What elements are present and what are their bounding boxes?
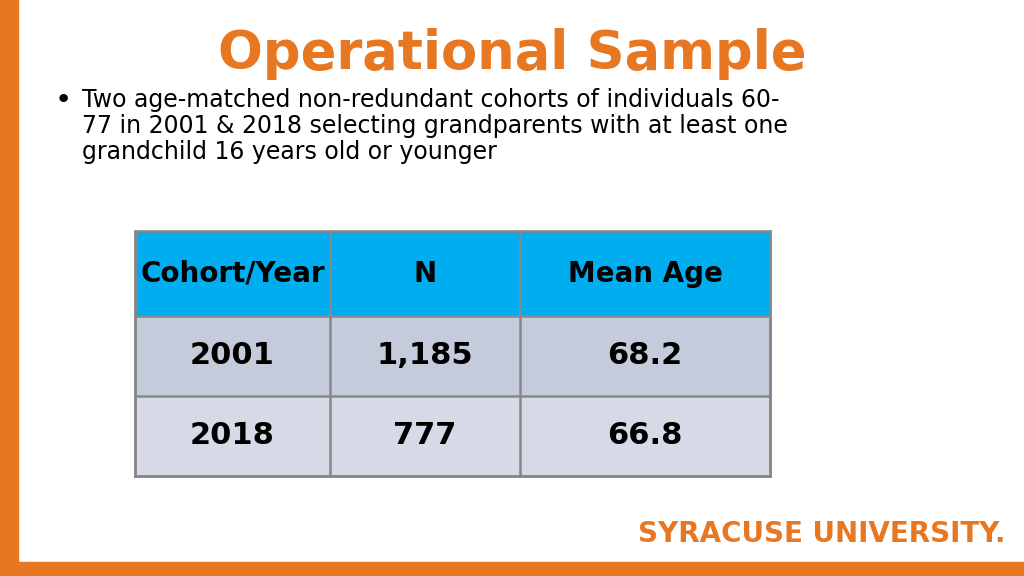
Text: Cohort/Year: Cohort/Year xyxy=(140,260,325,287)
Bar xyxy=(0,562,1024,576)
Bar xyxy=(135,396,330,476)
Text: Operational Sample: Operational Sample xyxy=(218,28,806,80)
Text: 68.2: 68.2 xyxy=(607,342,683,370)
Text: 66.8: 66.8 xyxy=(607,422,683,450)
Text: Two age-matched non-redundant cohorts of individuals 60-: Two age-matched non-redundant cohorts of… xyxy=(82,88,779,112)
Bar xyxy=(330,231,520,316)
Text: SYRACUSE UNIVERSITY.: SYRACUSE UNIVERSITY. xyxy=(638,520,1005,548)
Text: 1,185: 1,185 xyxy=(377,342,473,370)
Text: •: • xyxy=(55,86,73,114)
Bar xyxy=(520,231,770,316)
Text: 2001: 2001 xyxy=(190,342,274,370)
Bar xyxy=(520,396,770,476)
Bar xyxy=(135,231,330,316)
Bar xyxy=(135,231,770,476)
Text: grandchild 16 years old or younger: grandchild 16 years old or younger xyxy=(82,140,497,164)
Text: 2018: 2018 xyxy=(190,422,274,450)
Bar xyxy=(330,396,520,476)
Bar xyxy=(520,316,770,396)
Bar xyxy=(0,0,18,576)
Text: 777: 777 xyxy=(393,422,457,450)
Bar xyxy=(135,316,330,396)
Text: N: N xyxy=(414,260,436,287)
Bar xyxy=(330,316,520,396)
Text: Mean Age: Mean Age xyxy=(567,260,723,287)
Text: 77 in 2001 & 2018 selecting grandparents with at least one: 77 in 2001 & 2018 selecting grandparents… xyxy=(82,114,787,138)
